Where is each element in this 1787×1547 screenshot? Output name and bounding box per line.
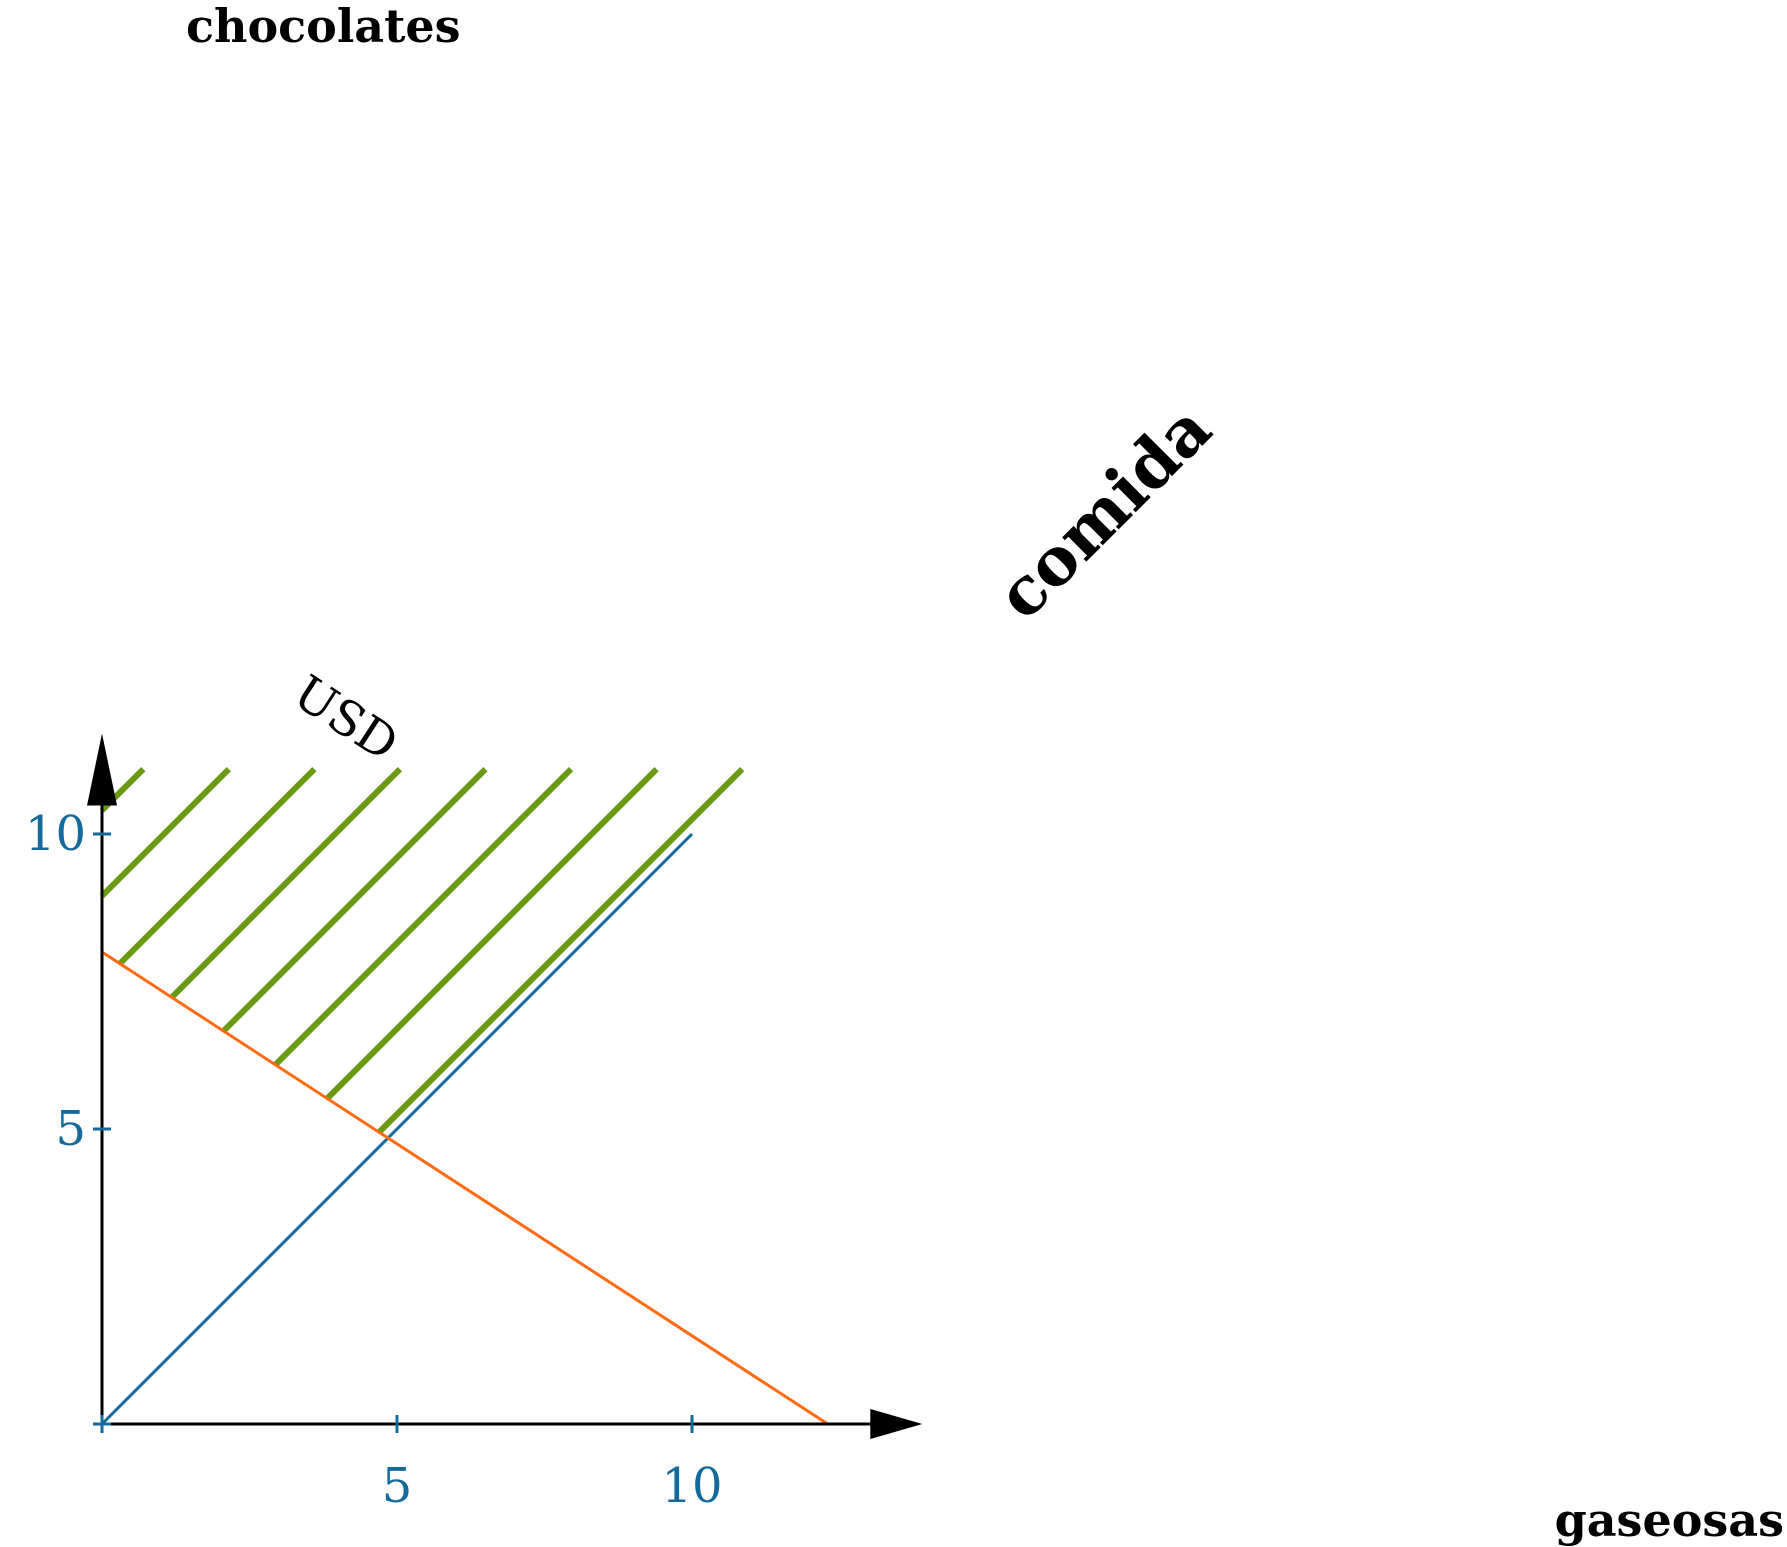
hatch-line [325,766,659,1101]
x-tick-label: 5 [382,1458,413,1514]
hatch-line [117,766,317,966]
y-tick-label: 10 [25,806,86,862]
shaded-region [99,766,745,1135]
series-label-comida: comida [981,389,1226,634]
hatch-line [221,766,488,1034]
hatch-line [273,766,574,1067]
hatch-line [169,766,403,1000]
hatch-line [99,766,231,899]
ticks: 5 10 5 10 [25,806,723,1514]
series-layer [100,832,829,1426]
y-axis-arrowhead [87,733,117,806]
x-axis-label: gaseosas [1555,1493,1784,1547]
axes [87,733,923,1439]
x-axis-arrowhead [870,1409,923,1439]
y-axis-label: chocolates [186,0,461,53]
x-tick-label: 10 [661,1458,722,1514]
series-label-usd: USD [284,665,408,773]
series-line-usd [101,950,829,1426]
y-tick-label: 5 [55,1101,86,1157]
series-line-comida [100,832,694,1426]
hatch-line [376,766,745,1135]
